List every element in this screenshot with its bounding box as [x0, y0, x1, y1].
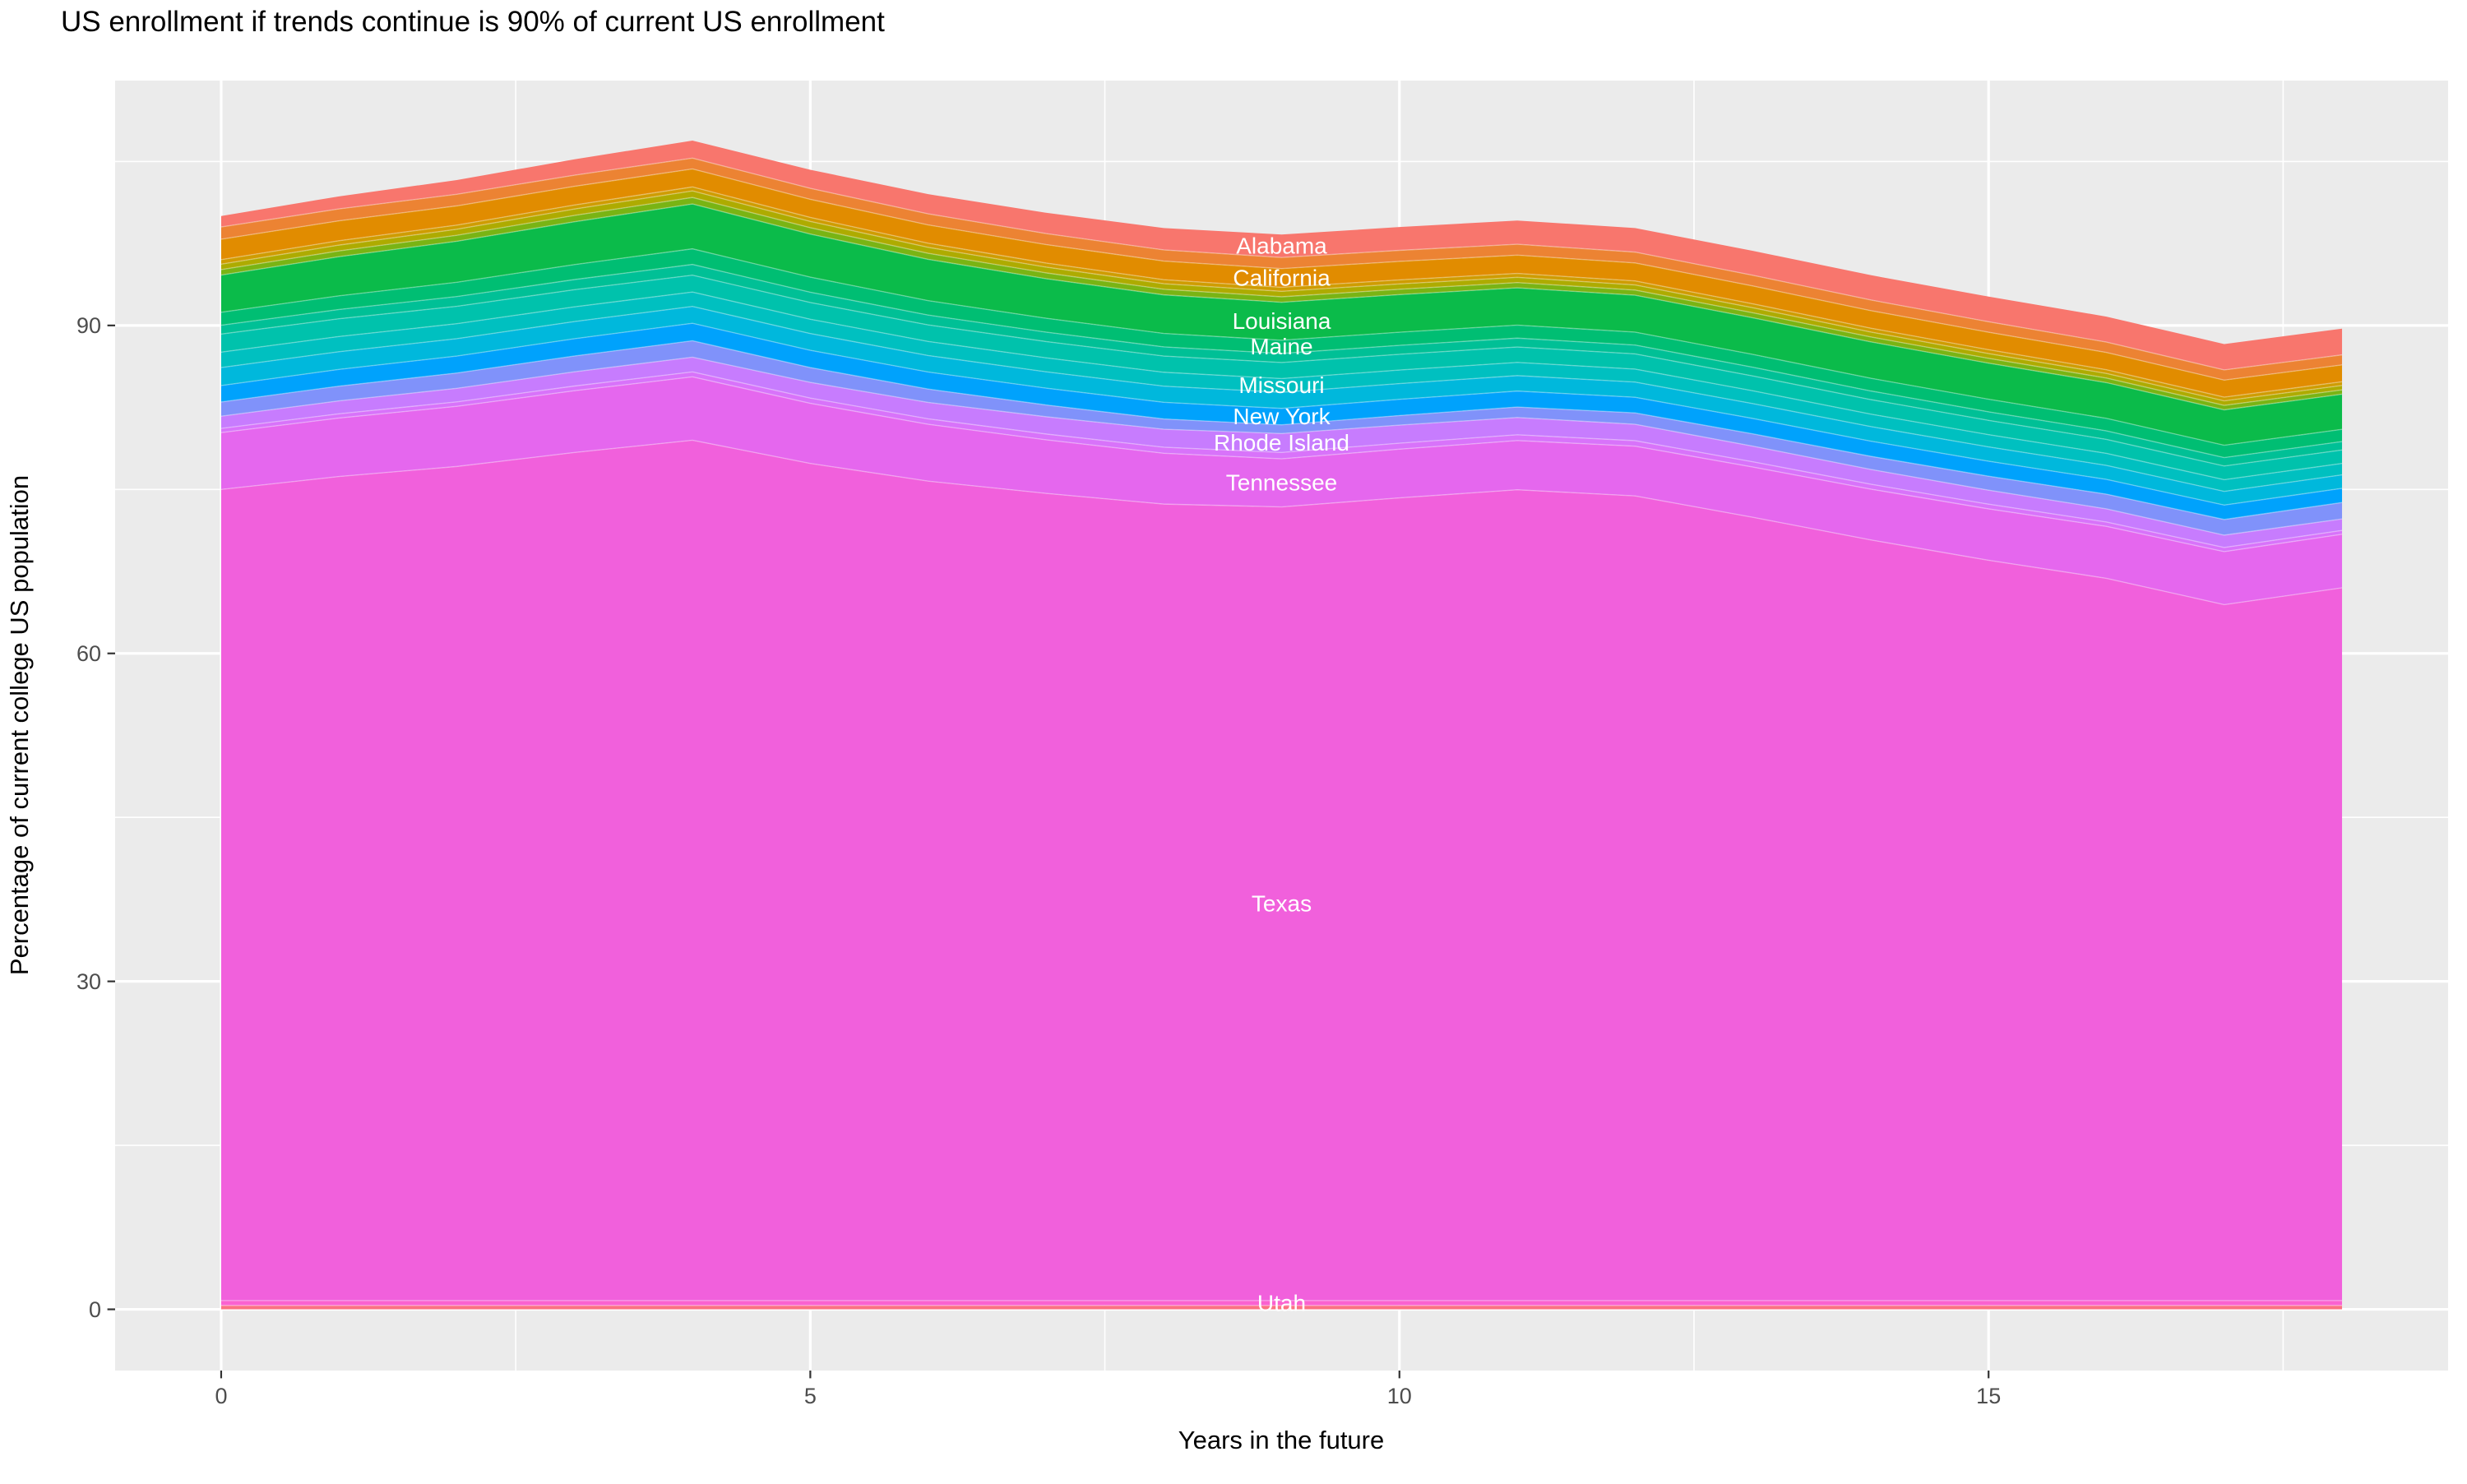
- label-california: California: [1233, 265, 1331, 290]
- area-tennessee: [220, 377, 2343, 605]
- area-utah: [220, 1300, 2343, 1306]
- label-louisiana: Louisiana: [1233, 308, 1331, 334]
- area-other-vt-wy: [220, 1305, 2343, 1310]
- label-alabama: Alabama: [1236, 233, 1327, 259]
- border-california: [220, 168, 2343, 381]
- label-utah: Utah: [1257, 1290, 1306, 1315]
- border-other-ct-fl: [220, 190, 2343, 402]
- y-tick-label-0: 0: [89, 1297, 101, 1322]
- border-new-york: [220, 322, 2343, 506]
- y-tick-label-90: 90: [76, 313, 101, 338]
- border-missouri: [220, 291, 2343, 481]
- area-louisiana: [220, 204, 2343, 446]
- area-other-mn-ms: [220, 275, 2343, 480]
- border-other-nh-nv: [220, 305, 2343, 492]
- area-series-group: [220, 141, 2343, 1310]
- border-other-colorado: [220, 186, 2343, 398]
- border-other-nc-pa: [220, 340, 2343, 520]
- label-texas: Texas: [1252, 891, 1312, 917]
- border-other-ga-ky: [220, 196, 2343, 406]
- x-tick-label-10: 10: [1387, 1384, 1412, 1408]
- border-rhode-island: [220, 356, 2343, 536]
- area-borders-group: [220, 157, 2343, 1306]
- area-texas: [220, 440, 2343, 1301]
- area-alabama: [220, 141, 2343, 370]
- border-tennessee: [220, 376, 2343, 552]
- label-rhode-island: Rhode Island: [1214, 430, 1349, 455]
- area-maine: [220, 248, 2343, 458]
- y-tick-label-30: 30: [76, 969, 101, 994]
- x-tick-label-5: 5: [804, 1384, 817, 1408]
- area-california: [220, 169, 2343, 398]
- x-tick-label-15: 15: [1976, 1384, 2001, 1408]
- border-louisiana: [220, 203, 2343, 411]
- chart-title: US enrollment if trends continue is 90% …: [61, 6, 885, 38]
- label-maine: Maine: [1250, 334, 1312, 359]
- area-new-york: [220, 323, 2343, 520]
- y-axis-title: Percentage of current college US populat…: [5, 475, 34, 975]
- x-tick-label-0: 0: [215, 1384, 227, 1408]
- area-other-ak-ar: [220, 158, 2343, 381]
- border-texas: [220, 439, 2343, 606]
- border-maine: [220, 247, 2343, 446]
- x-axis-ticks: 0 5 10 15: [215, 1371, 2001, 1408]
- x-axis-title: Years in the future: [1178, 1426, 1384, 1454]
- border-other-md-mi: [220, 263, 2343, 459]
- y-tick-label-60: 60: [76, 641, 101, 666]
- border-other-sc-sd: [220, 371, 2343, 548]
- label-tennessee: Tennessee: [1226, 470, 1337, 496]
- label-missouri: Missouri: [1238, 372, 1324, 398]
- area-rhode-island: [220, 357, 2343, 548]
- label-new-york: New York: [1233, 404, 1331, 429]
- border-other-ak-ar: [220, 157, 2343, 371]
- area-other-nh-nv: [220, 306, 2343, 506]
- y-axis-ticks: 0 30 60 90: [76, 313, 115, 1322]
- area-missouri: [220, 292, 2343, 492]
- border-other-mn-ms: [220, 274, 2343, 467]
